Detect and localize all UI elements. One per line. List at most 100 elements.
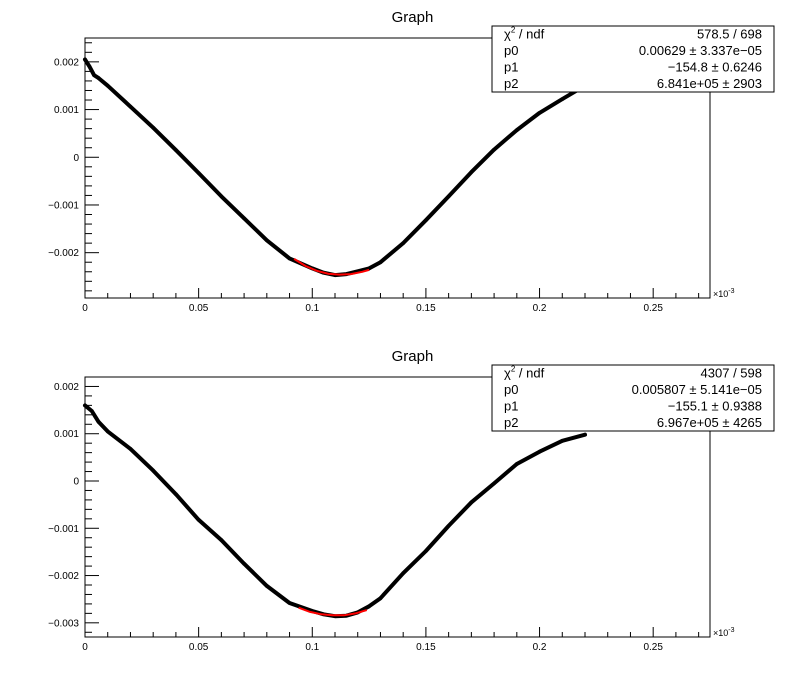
data-point (128, 104, 133, 109)
stats-row-label: p1 (504, 60, 518, 75)
y-tick-label: −0.002 (48, 248, 79, 259)
data-point (378, 596, 383, 601)
data-point (219, 538, 224, 542)
stats-row-label-sup: 2 (511, 26, 516, 35)
y-tick-label: −0.001 (48, 200, 79, 211)
data-point (537, 111, 542, 115)
y-tick-label: −0.001 (48, 524, 79, 535)
stats-row-value: 0.005807 ± 5.141e−05 (632, 382, 762, 397)
data-point (151, 125, 155, 130)
y-tick-label: 0.001 (54, 105, 79, 116)
x-exponent-label: ×10-3 (713, 627, 735, 638)
data-point (446, 194, 451, 199)
x-tick-label: 0.15 (416, 303, 436, 314)
y-tick-label: 0 (73, 477, 79, 488)
data-point (196, 517, 201, 522)
x-tick-label: 0.25 (643, 642, 663, 653)
x-tick-label: 0.2 (533, 642, 547, 653)
data-point (401, 241, 405, 245)
data-point (287, 601, 292, 605)
x-tick-label: 0.1 (305, 303, 319, 314)
x-exponent-power: -3 (728, 288, 734, 295)
data-point (242, 216, 246, 221)
data-point (367, 604, 371, 609)
data-point (96, 76, 101, 80)
stats-row-label: χ2 / ndf (504, 365, 545, 381)
data-point (401, 571, 405, 575)
stats-row-label: p1 (504, 399, 518, 414)
stats-row-label: p0 (504, 382, 518, 397)
data-point (515, 462, 519, 466)
x-exponent-power: -3 (728, 627, 734, 634)
stats-row-value: 6.967e+05 ± 4265 (657, 415, 762, 430)
data-point (151, 468, 155, 473)
x-tick-label: 0.05 (189, 303, 209, 314)
stats-box: χ2 / ndf 4307 / 598 p0 0.005807 ± 5.141e−05… (491, 364, 775, 432)
data-point (446, 524, 451, 528)
data-point (469, 500, 474, 505)
y-tick-label: 0.002 (54, 382, 79, 393)
x-tick-label: 0.1 (305, 642, 319, 653)
x-tick-label: 0 (82, 642, 88, 653)
data-point (90, 409, 94, 413)
x-tick-label: 0.15 (416, 642, 436, 653)
data-point (265, 584, 269, 588)
data-point (515, 128, 519, 132)
data-point (105, 83, 110, 88)
chart-title: Graph (392, 348, 434, 365)
stats-row-value: −154.8 ± 0.6246 (668, 60, 762, 75)
data-point (537, 449, 542, 454)
data-point (105, 429, 110, 434)
fit-line (298, 606, 368, 617)
data-point (128, 447, 133, 451)
stats-box-frame (491, 364, 775, 432)
data-point (92, 73, 96, 78)
data-point (174, 148, 178, 152)
data-point (242, 561, 246, 566)
data-point (560, 439, 565, 443)
x-tick-label: 0 (82, 303, 88, 314)
y-tick-label: 0 (73, 153, 79, 164)
stats-row-label-rest: / ndf (515, 27, 544, 42)
data-point (196, 171, 201, 175)
y-tick-label: 0.002 (54, 57, 79, 68)
y-tick-label: 0.001 (54, 429, 79, 440)
data-point (583, 432, 587, 437)
data-point (83, 57, 87, 62)
data-point (87, 64, 92, 69)
y-tick-label: −0.003 (48, 618, 79, 629)
data-point (96, 420, 101, 424)
data-point (492, 481, 496, 486)
stats-row-label-sup: 2 (511, 365, 516, 374)
data-point (469, 170, 474, 174)
data-point (424, 549, 428, 553)
data-point (560, 97, 565, 101)
data-series-line (83, 403, 587, 619)
data-point (492, 147, 496, 152)
x-tick-label: 0.25 (643, 303, 663, 314)
stats-row-label: p2 (504, 415, 518, 430)
x-tick-label: 0.2 (533, 303, 547, 314)
stats-row-value: 6.841e+05 ± 2903 (657, 76, 762, 91)
y-tick-label: −0.002 (48, 571, 79, 582)
data-point (265, 238, 269, 243)
plot-panel: Graph −0.002 −0.001 0 0.001 0.002 0 0.05 0.1 0.15… (48, 9, 775, 314)
stats-row-label: p0 (504, 43, 518, 58)
plot-panel: Graph −0.003 −0.002 −0.001 0 0.001 0.002 0 0.05 0… (48, 348, 775, 653)
stats-box: χ2 / ndf 578.5 / 698 p0 0.00629 ± 3.337e−05… (491, 25, 775, 93)
data-point (287, 256, 292, 261)
data-point (83, 403, 87, 408)
stats-row-value: −155.1 ± 0.9388 (668, 399, 762, 414)
plot-frame (84, 37, 711, 299)
plot-frame (84, 376, 711, 638)
x-exponent-label: ×10-3 (713, 288, 735, 299)
fit-line (293, 258, 370, 276)
stats-row-label: χ2 / ndf (504, 26, 545, 42)
data-point (424, 218, 428, 223)
x-tick-label: 0.05 (189, 642, 209, 653)
data-point (219, 194, 224, 199)
stats-row-value: 4307 / 598 (701, 366, 762, 381)
chart-title: Graph (392, 9, 434, 26)
stats-row-label-rest: / ndf (515, 366, 544, 381)
